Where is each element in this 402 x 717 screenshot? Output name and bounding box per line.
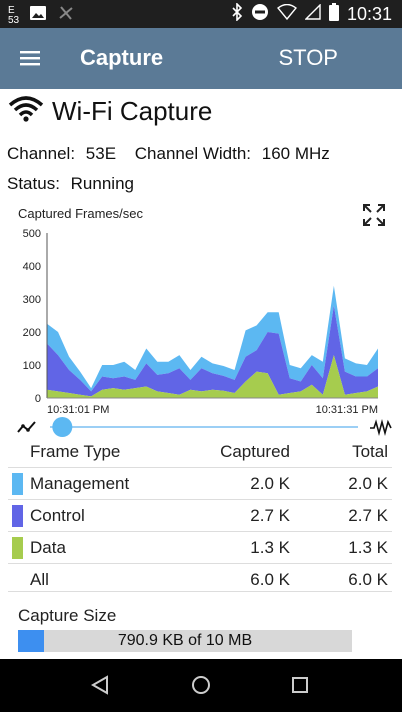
frames-chart: 500 400 300 200 100 0 10:31:01 PM 10:31:31 PM	[23, 228, 378, 416]
control-swatch	[12, 504, 23, 527]
y-tick-label: 100	[23, 360, 41, 372]
nav-bar	[0, 659, 402, 712]
channel-width-value: 160 MHz	[261, 144, 330, 163]
wifi-icon	[276, 3, 297, 25]
notification-icon: E 53	[8, 4, 20, 26]
row-total: 1.3 K	[298, 531, 392, 564]
channel-width-label: Channel Width:	[134, 144, 252, 163]
fan-icon	[57, 4, 75, 27]
management-swatch	[12, 472, 23, 495]
clock: 10:31	[346, 4, 392, 24]
status-bar: E 53 10:31	[0, 0, 402, 28]
row-total: 2.0 K	[298, 467, 392, 500]
capture-size-text: 790.9 KB of 10 MB	[117, 632, 253, 649]
stop-button[interactable]: STOP	[278, 45, 338, 70]
row-name: All	[30, 563, 170, 595]
status-label: Status:	[7, 174, 60, 193]
channel-info: Channel: 53E Channel Width: 160 MHz	[7, 144, 336, 164]
table-row: All 6.0 K 6.0 K	[8, 563, 392, 595]
cellular-icon	[304, 3, 321, 25]
table-row: Management 2.0 K 2.0 K	[8, 467, 392, 500]
recents-icon[interactable]	[292, 677, 308, 693]
bluetooth-icon	[231, 2, 243, 26]
timeline-slider[interactable]	[0, 416, 402, 440]
wifi-icon	[8, 96, 44, 127]
app-bar-title: Capture	[80, 45, 164, 70]
table-row: Control 2.7 K 2.7 K	[8, 499, 392, 532]
do-not-disturb-icon	[251, 3, 269, 26]
battery-icon	[328, 3, 339, 26]
row-captured: 6.0 K	[170, 563, 298, 595]
table-header: Frame Type Captured Total	[8, 436, 392, 468]
row-total: 2.7 K	[298, 499, 392, 532]
home-icon[interactable]	[192, 676, 210, 694]
row-name: Management	[30, 467, 170, 500]
y-tick-label: 400	[23, 261, 41, 273]
x-tick-label: 10:31:01 PM	[47, 404, 109, 416]
table-row: Data 1.3 K 1.3 K	[8, 531, 392, 564]
y-tick-label: 0	[35, 393, 41, 405]
row-name: Control	[30, 499, 170, 532]
frame-type-table: Frame Type Captured Total Management 2.0…	[8, 436, 392, 595]
chart-title: Captured Frames/sec	[18, 206, 143, 221]
divider	[8, 591, 392, 592]
series-area-control	[47, 305, 378, 397]
slider-thumb	[52, 417, 73, 437]
row-captured: 1.3 K	[170, 531, 298, 564]
app-bar: Capture STOP	[0, 28, 402, 89]
fullscreen-icon[interactable]	[363, 204, 385, 226]
page-heading: Wi-Fi Capture	[8, 96, 212, 127]
page-title: Wi-Fi Capture	[52, 96, 213, 126]
header-frame-type: Frame Type	[30, 441, 121, 461]
status-info: Status: Running	[7, 174, 140, 194]
y-tick-label: 500	[23, 228, 41, 240]
header-total: Total	[352, 441, 388, 461]
capture-size-fill	[18, 630, 45, 652]
row-total: 6.0 K	[298, 563, 392, 595]
y-tick-label: 300	[23, 294, 41, 306]
capture-size-progress: 790.9 KB of 10 MB	[18, 630, 352, 652]
image-icon	[29, 5, 47, 26]
series-area-management	[47, 285, 378, 392]
status-value: Running	[70, 174, 134, 193]
waveform-icon	[370, 418, 392, 437]
y-tick-label: 200	[23, 327, 41, 339]
row-captured: 2.0 K	[170, 467, 298, 500]
channel-value: 53E	[85, 144, 117, 163]
back-icon[interactable]	[90, 675, 108, 695]
header-captured: Captured	[220, 441, 290, 461]
data-swatch	[12, 536, 23, 559]
row-name: Data	[30, 531, 170, 564]
line-graph-icon	[17, 421, 36, 433]
row-captured: 2.7 K	[170, 499, 298, 532]
channel-label: Channel:	[7, 144, 76, 163]
menu-icon[interactable]	[18, 46, 42, 70]
capture-size-label: Capture Size	[18, 606, 117, 625]
x-tick-label: 10:31:31 PM	[316, 404, 378, 416]
